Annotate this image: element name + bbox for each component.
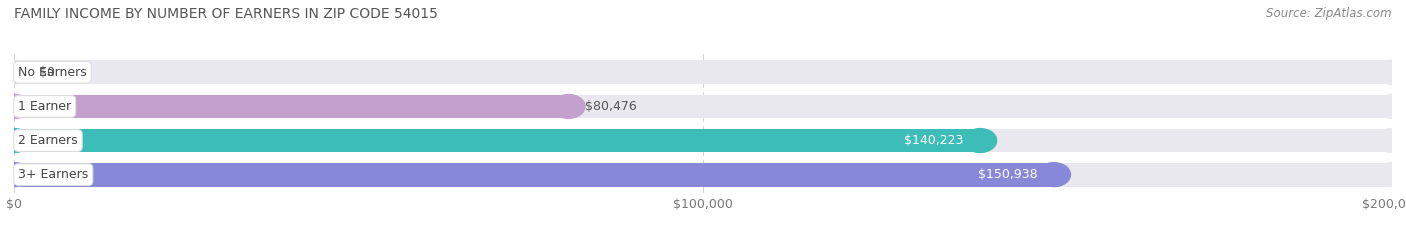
Ellipse shape [0, 163, 31, 187]
Ellipse shape [963, 129, 997, 152]
Ellipse shape [0, 95, 31, 118]
Ellipse shape [0, 129, 31, 152]
Ellipse shape [0, 95, 31, 118]
Ellipse shape [553, 95, 585, 118]
Bar [14, 163, 1392, 187]
Text: $150,938: $150,938 [977, 168, 1038, 181]
Text: 1 Earner: 1 Earner [18, 100, 72, 113]
Text: Source: ZipAtlas.com: Source: ZipAtlas.com [1267, 7, 1392, 20]
Bar [14, 95, 1392, 118]
Ellipse shape [1375, 60, 1406, 84]
Text: $0: $0 [39, 66, 55, 79]
Bar [14, 129, 980, 152]
Text: FAMILY INCOME BY NUMBER OF EARNERS IN ZIP CODE 54015: FAMILY INCOME BY NUMBER OF EARNERS IN ZI… [14, 7, 437, 21]
Ellipse shape [1375, 163, 1406, 187]
Bar [14, 129, 1392, 152]
Bar [14, 60, 1392, 84]
Text: 3+ Earners: 3+ Earners [18, 168, 89, 181]
Bar [14, 95, 568, 118]
Text: 2 Earners: 2 Earners [18, 134, 77, 147]
Text: $140,223: $140,223 [904, 134, 963, 147]
Ellipse shape [1375, 95, 1406, 118]
Ellipse shape [1375, 129, 1406, 152]
Ellipse shape [0, 129, 31, 152]
Ellipse shape [0, 60, 31, 84]
Text: $80,476: $80,476 [585, 100, 637, 113]
Ellipse shape [1038, 163, 1070, 187]
Bar [14, 163, 1054, 187]
Ellipse shape [0, 163, 31, 187]
Text: No Earners: No Earners [18, 66, 87, 79]
